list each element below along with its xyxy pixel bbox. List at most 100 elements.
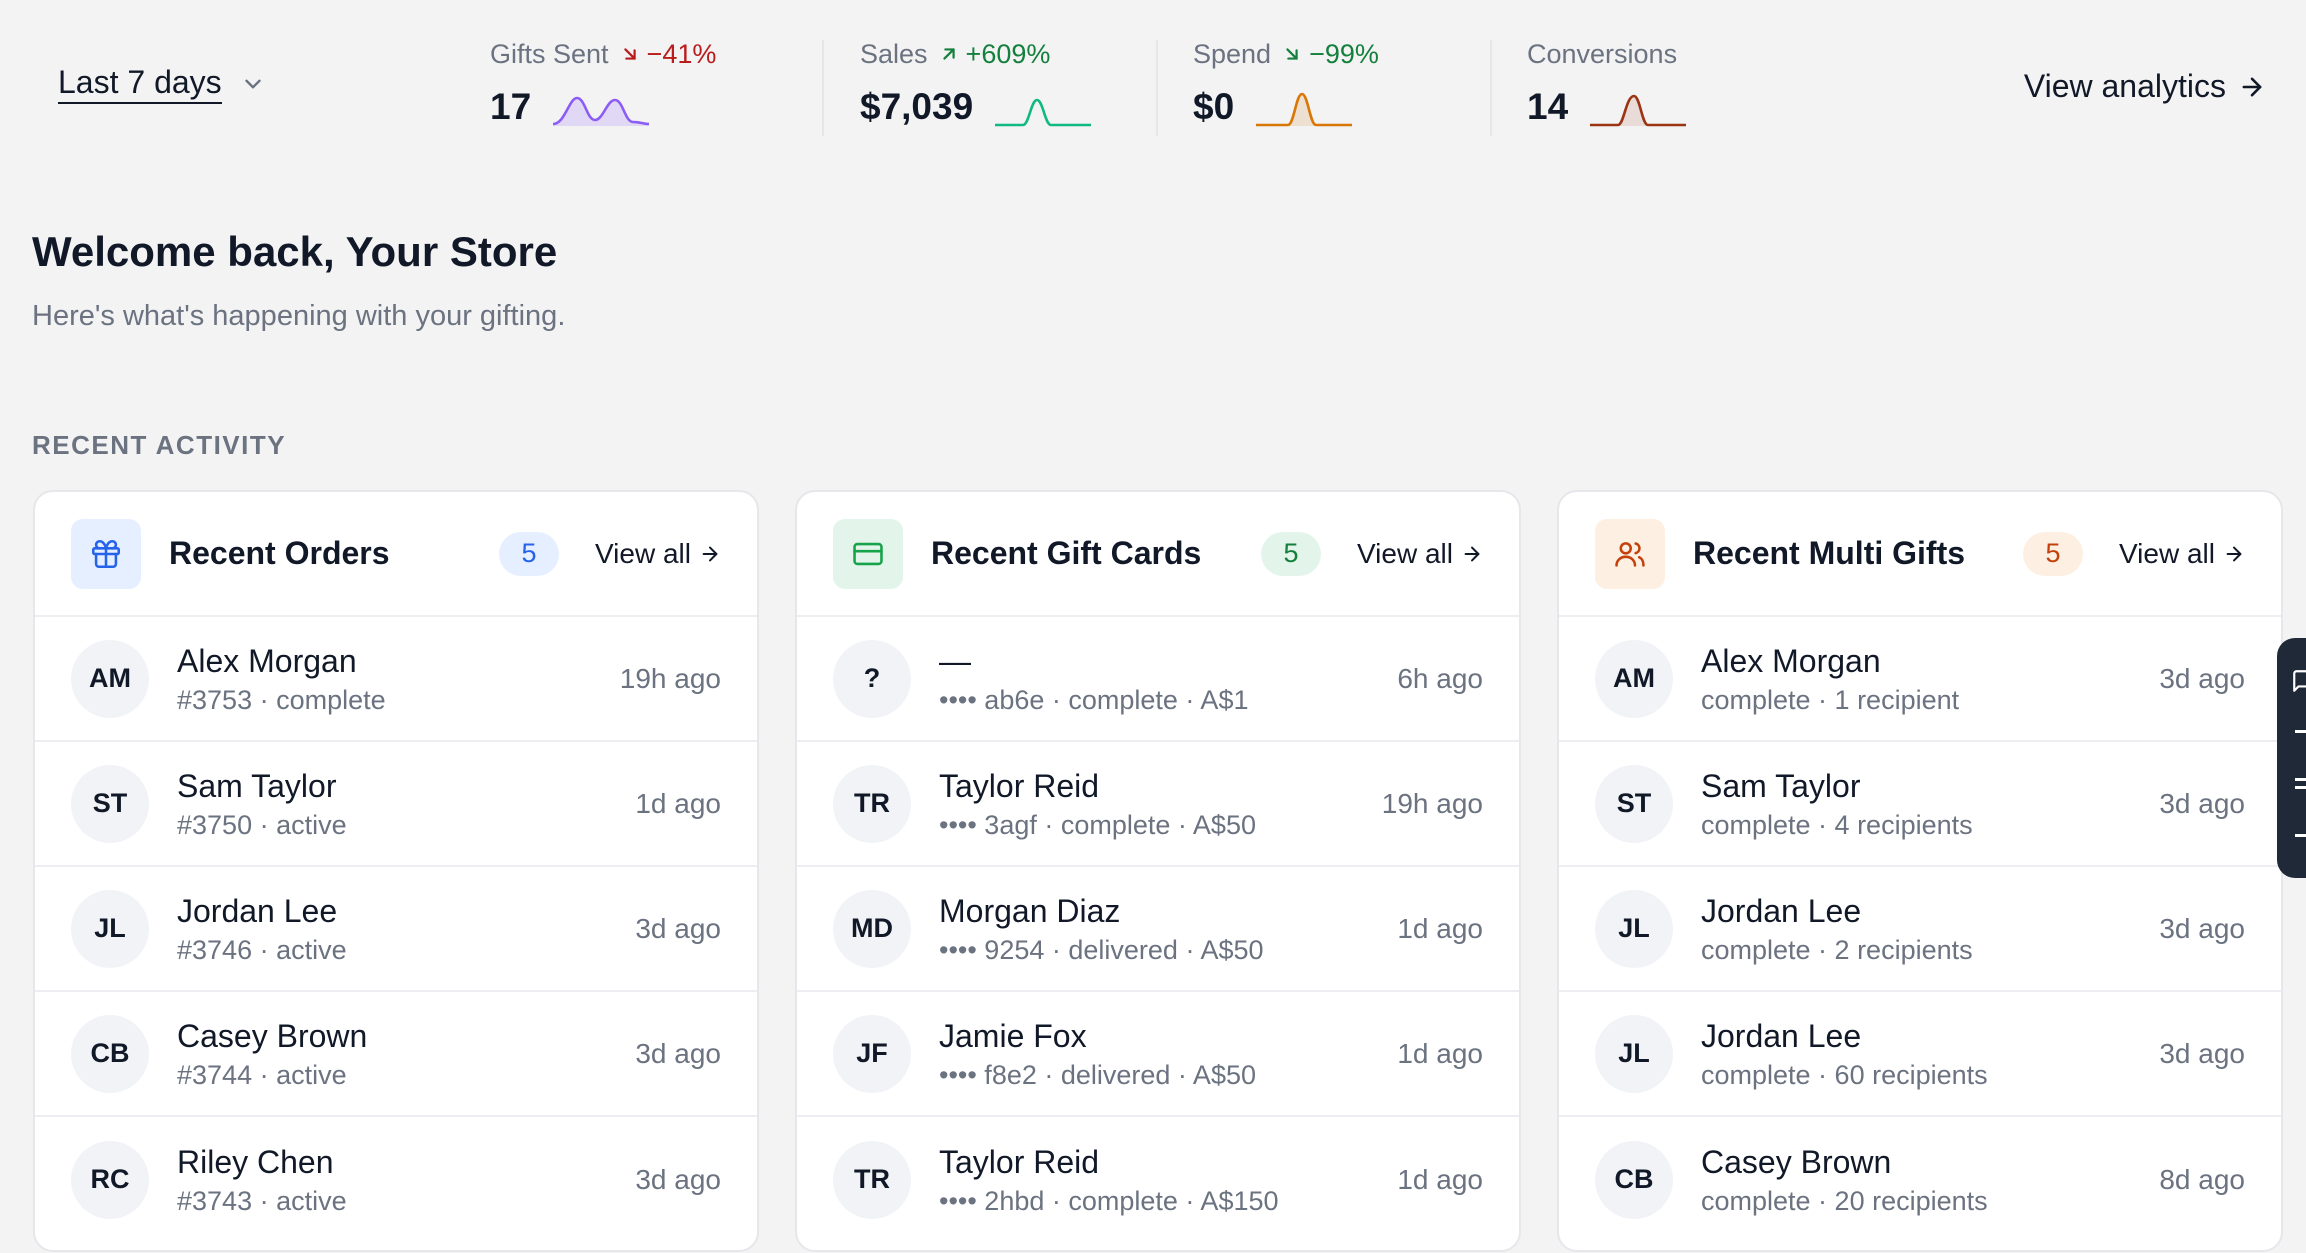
list-item[interactable]: ST Sam Taylor #3750 · active 1d ago xyxy=(35,742,757,867)
view-all-orders-link[interactable]: View all xyxy=(595,538,721,570)
arrow-down-right-icon xyxy=(1286,48,1298,60)
page-title: Welcome back, Your Store xyxy=(32,228,558,275)
list-item[interactable]: RC Riley Chen #3743 · active 3d ago xyxy=(35,1117,757,1242)
section-label: RECENT ACTIVITY xyxy=(32,430,287,460)
item-name: Sam Taylor xyxy=(177,767,337,804)
view-all-multi-gifts-link[interactable]: View all xyxy=(2119,538,2245,570)
avatar: TR xyxy=(833,1140,911,1219)
list-item[interactable]: ST Sam Taylor complete · 4 recipients 3d … xyxy=(1559,742,2281,867)
sparkline-chart xyxy=(552,96,650,126)
avatar: ST xyxy=(71,764,149,843)
stat-label: Sales xyxy=(860,38,928,69)
avatar: RC xyxy=(71,1140,149,1219)
item-details: #3743 · active xyxy=(177,1185,347,1216)
page-subtitle: Here's what's happening with your giftin… xyxy=(32,300,566,332)
item-time: 19h ago xyxy=(1381,787,1483,819)
card-header: Recent Multi Gifts 5 View all xyxy=(1559,492,2281,617)
count-badge: 5 xyxy=(1261,531,1322,576)
view-analytics-link[interactable]: View analytics xyxy=(2024,68,2266,105)
item-details: #3746 · active xyxy=(177,934,347,965)
handle-mark xyxy=(2295,778,2306,781)
item-details: complete · 1 recipient xyxy=(1701,684,1960,715)
arrow-right-icon xyxy=(2242,77,2262,96)
item-name: Casey Brown xyxy=(1701,1143,1892,1180)
avatar: JL xyxy=(1595,1014,1673,1093)
item-time: 1d ago xyxy=(1397,912,1483,944)
item-name: Jamie Fox xyxy=(939,1017,1087,1054)
item-details: •••• 9254 · delivered · A$50 xyxy=(939,934,1264,965)
stat-label: Gifts Sent xyxy=(490,38,609,69)
stat-value: $0 xyxy=(1193,86,1235,127)
avatar: ST xyxy=(1595,764,1673,843)
count-badge: 5 xyxy=(499,531,560,576)
list-item[interactable]: CB Casey Brown complete · 20 recipients 8… xyxy=(1559,1117,2281,1242)
stat-value: 17 xyxy=(490,86,532,127)
sparkline-chart xyxy=(995,98,1092,127)
stat-sales: Sales +609% $7,039 xyxy=(860,36,1093,136)
item-details: #3753 · complete xyxy=(177,684,386,715)
item-details: •••• 2hbd · complete · A$150 xyxy=(939,1185,1279,1216)
item-time: 3d ago xyxy=(635,1037,721,1069)
item-time: 6h ago xyxy=(1397,662,1483,694)
stat-value: $7,039 xyxy=(860,86,974,127)
stat-label: Spend xyxy=(1193,38,1272,69)
avatar: JF xyxy=(833,1014,911,1093)
item-name: Taylor Reid xyxy=(939,767,1100,804)
list-item[interactable]: AM Alex Morgan complete · 1 recipient 3d … xyxy=(1559,617,2281,742)
stat-value: 14 xyxy=(1527,86,1569,127)
gift-icon xyxy=(71,518,141,589)
list-item[interactable]: MD Morgan Diaz •••• 9254 · delivered · A$… xyxy=(797,867,1519,992)
divider xyxy=(1156,40,1158,136)
avatar: CB xyxy=(1595,1140,1673,1219)
recent-gift-cards-card: Recent Gift Cards 5 View all ? — •••• ab6… xyxy=(795,490,1521,1252)
avatar: TR xyxy=(833,764,911,843)
list-item[interactable]: JL Jordan Lee complete · 60 recipients 3d… xyxy=(1559,992,2281,1117)
sparkline-chart xyxy=(1590,94,1687,127)
item-name: Alex Morgan xyxy=(177,642,357,679)
stat-gifts-sent: Gifts Sent −41% 17 xyxy=(490,36,716,136)
stat-conversions: Conversions 14 xyxy=(1527,36,1688,136)
item-name: Morgan Diaz xyxy=(939,892,1121,929)
item-time: 19h ago xyxy=(619,662,721,694)
view-all-gift-cards-link[interactable]: View all xyxy=(1357,538,1483,570)
arrow-right-icon xyxy=(702,546,718,561)
stat-delta: +609% xyxy=(938,39,1050,70)
item-details: #3750 · active xyxy=(177,809,347,840)
card-title: Recent Multi Gifts xyxy=(1693,535,1966,571)
handle-mark xyxy=(2295,786,2306,789)
users-icon xyxy=(1595,518,1665,589)
avatar: AM xyxy=(71,639,149,718)
item-time: 3d ago xyxy=(635,1163,721,1195)
list-item[interactable]: JF Jamie Fox •••• f8e2 · delivered · A$50… xyxy=(797,992,1519,1117)
item-time: 1d ago xyxy=(1397,1163,1483,1195)
feedback-tab[interactable] xyxy=(2277,638,2306,878)
avatar: ? xyxy=(833,639,911,718)
item-time: 3d ago xyxy=(2159,1037,2245,1069)
list-item[interactable]: JL Jordan Lee complete · 2 recipients 3d … xyxy=(1559,867,2281,992)
list-item[interactable]: TR Taylor Reid •••• 2hbd · complete · A$1… xyxy=(797,1117,1519,1242)
avatar: JL xyxy=(71,889,149,968)
list-item[interactable]: ? — •••• ab6e · complete · A$1 6h ago xyxy=(797,617,1519,742)
list-item[interactable]: AM Alex Morgan #3753 · complete 19h ago xyxy=(35,617,757,742)
card-title: Recent Gift Cards xyxy=(931,535,1202,571)
arrow-up-right-icon xyxy=(942,48,955,60)
list-item[interactable]: CB Casey Brown #3744 · active 3d ago xyxy=(35,992,757,1117)
item-details: complete · 4 recipients xyxy=(1701,809,1973,840)
handle-mark xyxy=(2295,730,2306,733)
item-name: Alex Morgan xyxy=(1701,642,1881,679)
item-details: #3744 · active xyxy=(177,1059,347,1090)
item-details: complete · 20 recipients xyxy=(1701,1185,1988,1216)
stat-label: Conversions xyxy=(1527,38,1678,69)
date-range-select[interactable]: Last 7 days xyxy=(58,64,266,104)
avatar: CB xyxy=(71,1014,149,1093)
list-item[interactable]: TR Taylor Reid •••• 3agf · complete · A$5… xyxy=(797,742,1519,867)
item-name: Taylor Reid xyxy=(939,1143,1100,1180)
stat-delta: −99% xyxy=(1281,39,1379,70)
card-header: Recent Gift Cards 5 View all xyxy=(797,492,1519,617)
credit-card-icon xyxy=(833,518,903,589)
list-item[interactable]: JL Jordan Lee #3746 · active 3d ago xyxy=(35,867,757,992)
arrow-down-right-icon xyxy=(623,48,636,60)
card-header: Recent Orders 5 View all xyxy=(35,492,757,617)
item-time: 1d ago xyxy=(635,787,721,819)
avatar: AM xyxy=(1595,639,1673,718)
